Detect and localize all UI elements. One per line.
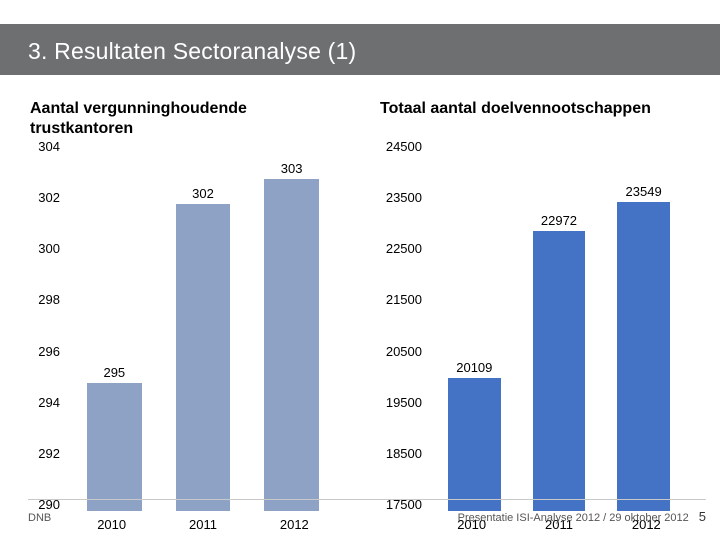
bar-col: 22972: [517, 153, 602, 511]
chart-left-bars: 295 302 303: [66, 153, 340, 511]
bar: [176, 204, 231, 511]
chart-right-bars: 20109 22972 23549: [428, 153, 690, 511]
bar-col: 23549: [601, 153, 686, 511]
bar-col: 303: [247, 153, 336, 511]
bar-value-label: 303: [281, 161, 303, 176]
footer-logo-text: DNB: [28, 512, 51, 524]
bar-col: 20109: [432, 153, 517, 511]
bar: [448, 378, 500, 511]
bar-value-label: 23549: [626, 184, 662, 199]
chart-left-bars-box: 295 302 303: [66, 153, 340, 511]
bar-col: 302: [159, 153, 248, 511]
chart-left-plot: 304302300298296294292290 295 302 303: [30, 153, 340, 511]
bar-value-label: 302: [192, 186, 214, 201]
chart-right-bars-box: 20109 22972 23549: [428, 153, 690, 511]
chart-left-y-axis: 304302300298296294292290: [30, 153, 66, 511]
bar-col: 295: [70, 153, 159, 511]
footer: DNB Presentatie ISI-Analyse 2012 / 29 ok…: [0, 509, 720, 524]
footer-meta: Presentatie ISI-Analyse 2012 / 29 oktobe…: [458, 512, 689, 524]
slide: 3. Resultaten Sectoranalyse (1) Aantal v…: [0, 0, 720, 540]
charts-row: Aantal vergunninghoudende trustkantoren …: [0, 75, 720, 540]
bar: [87, 383, 142, 511]
chart-right-title: Totaal aantal doelvennootschappen: [380, 99, 690, 143]
slide-title: 3. Resultaten Sectoranalyse (1): [28, 38, 356, 64]
chart-right-plot: 2450023500225002150020500195001850017500…: [380, 153, 690, 511]
bar: [533, 231, 585, 511]
bar: [617, 202, 669, 511]
footer-right: Presentatie ISI-Analyse 2012 / 29 oktobe…: [458, 509, 706, 524]
bar-value-label: 295: [103, 365, 125, 380]
title-bar: 3. Resultaten Sectoranalyse (1): [0, 24, 720, 75]
bar: [264, 179, 319, 511]
chart-right-panel: Totaal aantal doelvennootschappen 245002…: [380, 99, 690, 532]
bar-value-label: 20109: [456, 360, 492, 375]
page-number: 5: [699, 509, 706, 524]
footer-rule: [28, 499, 706, 500]
chart-left-title: Aantal vergunninghoudende trustkantoren: [30, 99, 340, 143]
chart-right-y-axis: 2450023500225002150020500195001850017500: [380, 153, 428, 511]
chart-left-panel: Aantal vergunninghoudende trustkantoren …: [30, 99, 340, 532]
bar-value-label: 22972: [541, 213, 577, 228]
